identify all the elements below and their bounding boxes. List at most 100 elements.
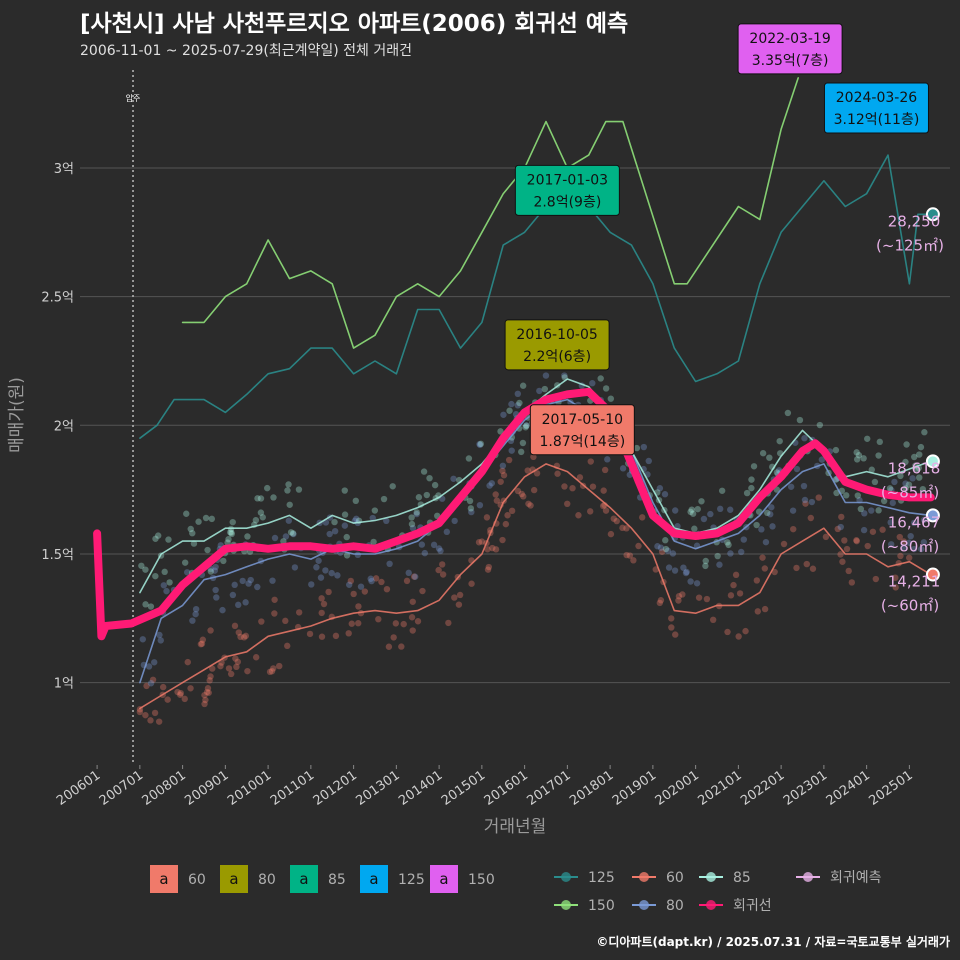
scatter-point — [232, 655, 239, 662]
scatter-point — [740, 536, 747, 543]
scatter-point — [156, 631, 163, 639]
end-marker — [925, 207, 940, 222]
end-marker — [925, 567, 940, 582]
x-tick-label: 202001 — [653, 768, 702, 809]
scatter-point — [197, 640, 205, 648]
scatter-point — [902, 480, 909, 487]
end-label-area: (~125㎡) — [876, 236, 944, 254]
scatter-point — [891, 478, 898, 486]
scatter-point — [497, 428, 504, 435]
scatter-point — [240, 634, 248, 641]
scatter-point — [343, 533, 350, 541]
scatter-point — [732, 571, 740, 579]
annotation-box — [823, 82, 929, 134]
scatter-point — [343, 552, 351, 559]
scatter-point — [758, 526, 765, 533]
annotation-price: 2.2억(6층) — [523, 349, 591, 365]
scatter-point — [326, 530, 333, 538]
scatter-point — [187, 685, 194, 692]
scatter-point — [875, 507, 882, 514]
annotation-box — [504, 319, 610, 371]
legend-line-label: 60 — [666, 870, 684, 886]
scatter-point — [855, 452, 863, 459]
scatter-point — [409, 627, 416, 634]
scatter-point — [576, 474, 584, 481]
scatter-point — [468, 508, 475, 516]
scatter-point — [514, 487, 522, 495]
chart-subtitle: 2006-11-01 ~ 2025-07-29(최근계약일) 전체 거래건 — [80, 43, 412, 59]
scatter-point — [902, 485, 909, 492]
scatter-point — [357, 583, 365, 590]
x-tick-label: 202101 — [695, 768, 744, 809]
scatter-point — [468, 580, 475, 587]
annotation-price: 2.8억(9층) — [533, 194, 601, 210]
scatter-point — [508, 447, 515, 454]
scatter-point — [524, 467, 531, 474]
scatter-point — [195, 518, 202, 525]
scatter-point — [341, 511, 349, 518]
scatter-point — [489, 544, 496, 552]
scatter-point — [225, 665, 233, 672]
scatter-point — [561, 483, 568, 490]
scatter-point — [437, 547, 444, 555]
scatter-point — [857, 505, 865, 513]
scatter-point — [244, 533, 251, 540]
end-label-area: (~85㎡) — [881, 483, 939, 501]
scatter-point — [691, 525, 698, 532]
scatter-point — [242, 632, 250, 640]
series-line-150 — [181, 77, 799, 349]
scatter-point — [431, 481, 439, 489]
scatter-point — [361, 588, 369, 595]
scatter-point — [181, 695, 188, 703]
scatter-point — [818, 456, 826, 463]
scatter-point — [500, 411, 507, 418]
x-axis-title: 거래년월 — [484, 817, 547, 837]
scatter-point — [613, 517, 620, 525]
scatter-point — [147, 603, 155, 610]
scatter-point — [854, 492, 862, 499]
scatter-point — [902, 458, 909, 466]
scatter-point — [541, 385, 549, 393]
scatter-point — [234, 658, 242, 666]
scatter-point — [268, 667, 276, 675]
scatter-point — [917, 443, 925, 451]
scatter-point — [916, 474, 923, 481]
scatter-point — [211, 567, 219, 574]
scatter-point — [599, 502, 607, 510]
scatter-point — [635, 542, 642, 550]
scatter-point — [918, 545, 925, 553]
scatter-point — [803, 560, 810, 568]
scatter-point — [226, 529, 234, 536]
scatter-point — [683, 568, 690, 576]
scatter-point — [832, 446, 840, 454]
scatter-point — [724, 628, 731, 636]
scatter-point — [143, 682, 150, 690]
scatter-point — [204, 546, 211, 554]
scatter-point — [654, 543, 661, 550]
scatter-point — [919, 485, 927, 493]
scatter-point — [768, 504, 775, 511]
scatter-point — [868, 507, 875, 514]
scatter-point — [897, 552, 904, 560]
scatter-point — [522, 424, 529, 431]
scatter-point — [244, 667, 251, 675]
scatter-point — [664, 547, 672, 554]
scatter-point — [347, 577, 355, 585]
scatter-point — [905, 539, 913, 546]
scatter-point — [750, 463, 758, 470]
scatter-point — [247, 576, 254, 584]
scatter-point — [484, 566, 492, 573]
scatter-point — [409, 524, 417, 532]
scatter-point — [832, 476, 840, 483]
scatter-point — [217, 662, 224, 670]
x-tick-label: 200901 — [182, 768, 231, 809]
legend-fill-label: 80 — [258, 872, 276, 888]
scatter-point — [345, 581, 353, 588]
scatter-point — [325, 588, 332, 596]
legend-fill-glyph: a — [299, 870, 308, 888]
scatter-point — [762, 538, 770, 546]
scatter-point — [843, 492, 850, 499]
scatter-point — [228, 529, 235, 536]
scatter-point — [808, 498, 816, 506]
